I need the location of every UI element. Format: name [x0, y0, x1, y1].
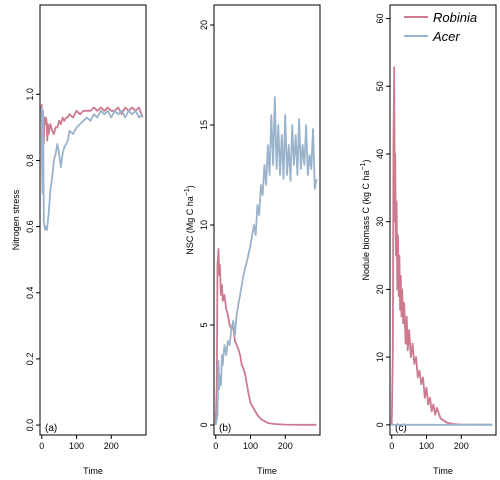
- x-axis-title: Time: [83, 466, 103, 476]
- plot-frame: [213, 4, 321, 436]
- legend-label-robinia: Robinia: [433, 10, 477, 25]
- x-tick-label: 100: [419, 441, 434, 451]
- y-tick-label: 40: [375, 149, 385, 159]
- panel-c: 0 10 20 30 40 50 60 0 100 200 Time Nodule biomass C…: [360, 4, 497, 476]
- y-tick-label: 30: [375, 217, 385, 227]
- panel-label: (b): [219, 423, 231, 434]
- x-tick-label: 200: [454, 441, 469, 451]
- series-line-acer: [40, 107, 144, 231]
- series-line-robinia: [40, 104, 144, 178]
- y-axis-title-close: ): [361, 159, 371, 162]
- y-tick-label: 60: [375, 14, 385, 24]
- y-axis-title-superscript: −1: [360, 162, 367, 170]
- y-tick-label: 0.0: [25, 419, 35, 432]
- y-tick-label: 10: [375, 352, 385, 362]
- y-tick-label: 50: [375, 81, 385, 91]
- x-axis-title: Time: [433, 466, 453, 476]
- y-tick-label: 0.2: [25, 353, 35, 366]
- y-tick-label: 15: [199, 120, 209, 130]
- y-axis-title: NSC (Mg C ha−1): [184, 185, 195, 255]
- panel-a: 0.0 0.2 0.4 0.6 0.8 1.0 0 100 200 Time Nitrogen st…: [11, 4, 147, 476]
- x-tick-label: 100: [69, 441, 84, 451]
- x-tick-label: 0: [389, 441, 394, 451]
- x-tick-label: 0: [213, 441, 218, 451]
- y-tick-label: 0.4: [25, 287, 35, 300]
- y-tick-label: 1.0: [25, 88, 35, 101]
- y-axis-title-main: NSC (Mg C ha: [185, 196, 195, 255]
- series-line-acer: [214, 96, 318, 426]
- plot-frame: [389, 4, 497, 436]
- series-line-robinia: [390, 66, 493, 426]
- y-tick-label: 0.6: [25, 220, 35, 233]
- series-line-robinia: [214, 248, 317, 426]
- y-axis-title-main: Nitrogen stress: [11, 189, 21, 250]
- y-tick-label: 0.8: [25, 154, 35, 167]
- y-tick-label: 0: [199, 422, 209, 427]
- y-tick-label: 5: [199, 322, 209, 327]
- y-axis-title-superscript: −1: [184, 188, 191, 196]
- y-axis-title-close: ): [185, 185, 195, 188]
- y-axis-title: Nitrogen stress: [11, 189, 21, 250]
- y-tick-label: 0: [375, 422, 385, 427]
- x-tick-label: 100: [243, 441, 258, 451]
- x-axis-title: Time: [257, 466, 277, 476]
- y-tick-label: 20: [199, 20, 209, 30]
- panel-label: (c): [395, 423, 407, 434]
- y-axis-title-main: Nodule biomass C (kg C ha: [361, 170, 371, 280]
- y-tick-label: 10: [199, 220, 209, 230]
- panel-label: (a): [45, 423, 57, 434]
- y-tick-label: 20: [375, 284, 385, 294]
- x-tick-label: 200: [104, 441, 119, 451]
- x-tick-label: 200: [278, 441, 293, 451]
- legend: Robinia Acer: [404, 10, 477, 44]
- x-tick-label: 0: [39, 441, 44, 451]
- legend-label-acer: Acer: [432, 29, 460, 44]
- plot-frame: [39, 4, 147, 436]
- y-axis-title: Nodule biomass C (kg C ha−1): [360, 159, 371, 280]
